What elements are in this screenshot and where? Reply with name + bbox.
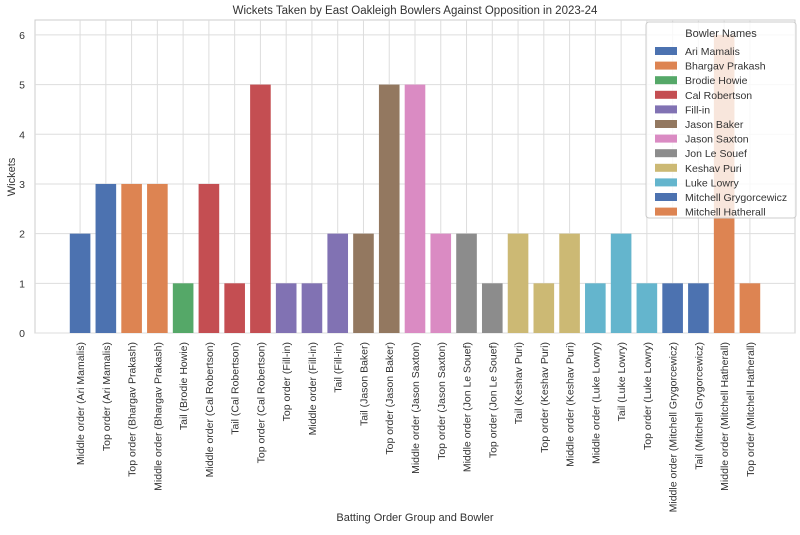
legend-swatch bbox=[655, 61, 677, 70]
x-tick-label: Middle order (Bhargav Prakash) bbox=[152, 342, 164, 491]
legend-swatch bbox=[655, 149, 677, 158]
x-tick-label: Middle order (Ari Mamalis) bbox=[75, 342, 87, 465]
legend-swatch bbox=[655, 178, 677, 187]
legend-swatch bbox=[655, 90, 677, 99]
bar bbox=[172, 283, 194, 333]
bar bbox=[404, 84, 426, 333]
x-tick-label: Top order (Keshav Puri) bbox=[539, 342, 551, 453]
y-tick-label: 6 bbox=[19, 30, 25, 42]
x-tick-label: Middle order (Keshav Puri) bbox=[565, 342, 577, 467]
y-tick-label: 5 bbox=[19, 80, 25, 92]
x-tick-label: Top order (Fill-in) bbox=[281, 342, 293, 421]
bar bbox=[224, 283, 245, 333]
legend-label: Bhargav Prakash bbox=[685, 61, 766, 73]
legend-swatch bbox=[655, 193, 677, 201]
bar bbox=[250, 84, 271, 333]
x-tick-label: Top order (Jon Le Souef) bbox=[487, 342, 499, 458]
bar bbox=[198, 183, 220, 333]
y-tick-label: 4 bbox=[19, 129, 25, 141]
x-tick-labels: Middle order (Ari Mamalis) Top order (Ari… bbox=[75, 342, 757, 512]
bar bbox=[585, 283, 606, 333]
bar bbox=[275, 283, 297, 333]
x-tick-label: Tail (Luke Lowry) bbox=[616, 342, 628, 421]
x-tick-label: Tail (Fill-in) bbox=[333, 342, 345, 393]
legend-swatch bbox=[655, 207, 677, 216]
x-tick-label: Top order (Bhargav Prakash) bbox=[127, 342, 139, 477]
legend-label: Ari Mamalis bbox=[685, 46, 740, 58]
bar bbox=[121, 183, 142, 333]
bar bbox=[533, 283, 555, 333]
legend-swatch bbox=[655, 76, 677, 85]
y-tick-label: 0 bbox=[19, 328, 25, 340]
bar bbox=[327, 233, 349, 333]
y-tick-label: 3 bbox=[19, 179, 25, 191]
x-tick-label: Top order (Cal Robertson) bbox=[255, 342, 267, 463]
bars bbox=[69, 34, 761, 334]
legend-box bbox=[645, 21, 797, 219]
x-tick-label: Top order (Jason Baker) bbox=[384, 342, 396, 455]
y-tick-label: 2 bbox=[19, 229, 25, 241]
legend-label: Mitchell Grygorcewicz bbox=[685, 192, 787, 204]
legend-label: Cal Robertson bbox=[685, 90, 752, 102]
bar bbox=[430, 233, 452, 333]
legend-label: Jason Baker bbox=[685, 119, 744, 131]
x-tick-label: Middle order (Mitchell Hatherall) bbox=[719, 342, 731, 491]
bar bbox=[456, 233, 477, 333]
chart-title: Wickets Taken by East Oakleigh Bowlers A… bbox=[233, 5, 598, 17]
bar bbox=[739, 283, 761, 333]
x-tick-label: Tail (Brodie Howie) bbox=[178, 342, 190, 430]
bar bbox=[688, 283, 709, 333]
x-tick-label: Tail (Jason Baker) bbox=[358, 342, 370, 426]
legend-swatch bbox=[655, 163, 677, 172]
legend-label: Jon Le Souef bbox=[685, 148, 747, 160]
x-tick-label: Middle order (Luke Lowry) bbox=[590, 342, 602, 464]
x-axis-label: Batting Order Group and Bowler bbox=[336, 512, 493, 524]
bar bbox=[662, 283, 683, 333]
bar bbox=[378, 84, 400, 333]
y-axis-label: Wickets bbox=[6, 157, 18, 196]
legend: Bowler Names Ari Mamalis Bhargav Prakash B… bbox=[645, 21, 797, 219]
x-tick-label: Middle order (Jason Saxton) bbox=[410, 342, 422, 474]
y-tick-labels: 0 1 2 3 4 5 6 bbox=[19, 30, 25, 340]
legend-title: Bowler Names bbox=[685, 28, 757, 40]
legend-swatch bbox=[655, 47, 677, 55]
y-tick-label: 1 bbox=[19, 278, 25, 290]
bar bbox=[610, 233, 632, 333]
x-tick-label: Top order (Jason Saxton) bbox=[436, 342, 448, 460]
bar bbox=[353, 233, 374, 333]
legend-swatch bbox=[655, 120, 677, 128]
x-tick-label: Middle order (Mitchell Grygorcewicz) bbox=[668, 342, 680, 512]
bar bbox=[301, 283, 323, 333]
x-tick-label: Top order (Luke Lowry) bbox=[642, 342, 654, 450]
x-tick-label: Middle order (Cal Robertson) bbox=[204, 342, 216, 477]
x-tick-label: Top order (Ari Mamalis) bbox=[101, 342, 113, 451]
legend-label: Fill-in bbox=[685, 104, 710, 116]
legend-swatch bbox=[655, 134, 677, 143]
bar bbox=[69, 233, 91, 333]
legend-label: Luke Lowry bbox=[685, 177, 739, 189]
bar bbox=[559, 233, 580, 333]
legend-label: Keshav Puri bbox=[685, 163, 742, 175]
bar bbox=[636, 283, 658, 333]
x-tick-label: Middle order (Jon Le Souef) bbox=[462, 342, 474, 472]
legend-swatch bbox=[655, 105, 677, 114]
x-tick-label: Middle order (Fill-in) bbox=[307, 342, 319, 435]
x-tick-label: Top order (Mitchell Hatherall) bbox=[745, 342, 757, 477]
bar bbox=[95, 183, 117, 333]
legend-label: Jason Saxton bbox=[685, 134, 749, 146]
x-tick-label: Tail (Mitchell Grygorcewicz) bbox=[693, 342, 705, 470]
x-tick-label: Tail (Keshav Puri) bbox=[513, 342, 525, 424]
legend-label: Brodie Howie bbox=[685, 75, 748, 87]
x-tick-label: Tail (Cal Robertson) bbox=[230, 342, 242, 435]
bar bbox=[147, 183, 168, 333]
legend-label: Mitchell Hatherall bbox=[685, 207, 766, 219]
bar bbox=[507, 233, 529, 333]
bar bbox=[481, 283, 503, 333]
